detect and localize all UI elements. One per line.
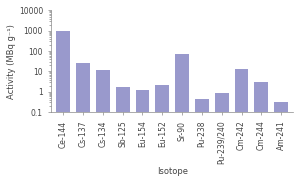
Y-axis label: Activity (MBq g⁻¹): Activity (MBq g⁻¹) xyxy=(7,24,16,99)
Bar xyxy=(96,70,110,183)
Bar xyxy=(56,31,70,183)
Bar xyxy=(235,69,248,183)
Bar xyxy=(254,82,268,183)
Bar xyxy=(215,93,229,183)
Bar xyxy=(155,85,169,183)
Bar xyxy=(116,87,130,183)
Bar xyxy=(175,54,189,183)
Bar xyxy=(274,102,288,183)
Bar xyxy=(136,89,149,183)
Bar xyxy=(76,63,90,183)
X-axis label: Isotope: Isotope xyxy=(157,167,188,176)
Bar xyxy=(195,99,209,183)
